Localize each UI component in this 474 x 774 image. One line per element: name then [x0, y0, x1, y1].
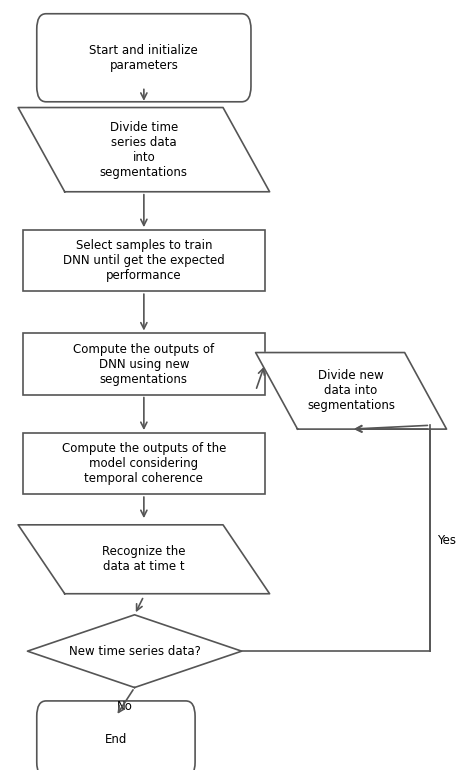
- Text: New time series data?: New time series data?: [69, 645, 201, 658]
- Text: Select samples to train
DNN until get the expected
performance: Select samples to train DNN until get th…: [63, 239, 225, 283]
- Text: No: No: [117, 700, 133, 713]
- Bar: [23, 334, 265, 395]
- Text: End: End: [105, 733, 127, 745]
- Polygon shape: [255, 352, 447, 429]
- Polygon shape: [18, 108, 270, 192]
- Bar: [23, 433, 265, 494]
- Polygon shape: [18, 525, 270, 594]
- FancyBboxPatch shape: [37, 701, 195, 774]
- Text: Compute the outputs of
DNN using new
segmentations: Compute the outputs of DNN using new seg…: [73, 343, 214, 385]
- Bar: [23, 230, 265, 291]
- Text: Divide time
series data
into
segmentations: Divide time series data into segmentatio…: [100, 121, 188, 179]
- Text: Recognize the
data at time t: Recognize the data at time t: [102, 545, 186, 574]
- Text: Yes: Yes: [437, 533, 456, 546]
- Polygon shape: [27, 615, 242, 687]
- Text: Compute the outputs of the
model considering
temporal coherence: Compute the outputs of the model conside…: [62, 442, 226, 485]
- Text: Divide new
data into
segmentations: Divide new data into segmentations: [307, 369, 395, 413]
- FancyBboxPatch shape: [37, 14, 251, 102]
- Text: Start and initialize
parameters: Start and initialize parameters: [90, 44, 198, 72]
